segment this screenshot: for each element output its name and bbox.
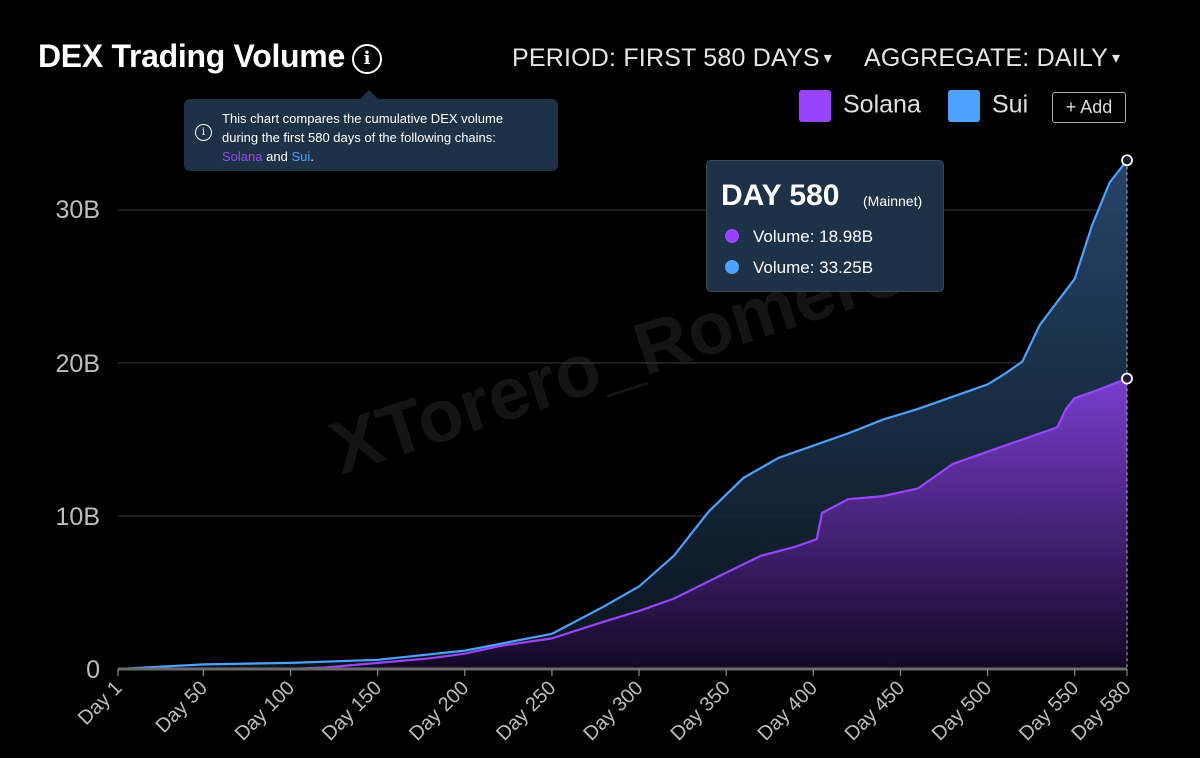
- info-icon[interactable]: i: [352, 44, 382, 74]
- line-solana: [118, 377, 1128, 671]
- legend-swatch-sui: [948, 90, 980, 122]
- x-tick-label: Day 250: [492, 677, 560, 745]
- x-tick-label: Day 350: [666, 677, 734, 745]
- line-sui: [117, 159, 1128, 671]
- tooltip-sui: Sui: [291, 149, 311, 164]
- info-tooltip: i This chart compares the cumulative DEX…: [184, 90, 558, 171]
- x-tick-label: Day 200: [405, 677, 473, 745]
- x-tick-label: Day 1: [74, 677, 127, 730]
- tooltip-line-3: Solana and Sui.: [222, 147, 548, 166]
- tooltip-value-sui: Volume: 33.25B: [753, 258, 874, 277]
- y-tick-label: 30B: [55, 196, 100, 224]
- hover-tooltip: DAY 580 (Mainnet) Volume: 18.98B Volume:…: [706, 160, 944, 292]
- hover-point-solana: [1121, 372, 1133, 385]
- info-small-icon: i: [195, 124, 212, 141]
- chevron-down-icon: ▾: [1112, 50, 1121, 67]
- tooltip-network: (Mainnet): [863, 193, 923, 209]
- tooltip-line-1: This chart compares the cumulative DEX v…: [222, 111, 504, 126]
- tooltip-row-solana: Volume: 18.98B: [725, 227, 873, 247]
- tooltip-and: and: [266, 149, 288, 164]
- aggregate-dropdown[interactable]: AGGREGATE: DAILY ▾: [864, 44, 1120, 73]
- y-tick-label: 10B: [55, 503, 100, 531]
- x-tick-label: Day 300: [579, 677, 647, 745]
- tooltip-day: DAY 580: [721, 179, 840, 212]
- add-series-button[interactable]: + Add: [1052, 92, 1126, 123]
- legend-item-sui[interactable]: Sui: [948, 90, 1028, 122]
- x-tick-label: Day 150: [318, 677, 386, 745]
- page-title: DEX Trading Volume: [38, 38, 345, 74]
- legend-label-solana: Solana: [843, 90, 921, 119]
- hover-point-sui: [1121, 154, 1133, 167]
- aggregate-label: AGGREGATE: DAILY: [864, 44, 1108, 72]
- x-tick-label: Day 450: [841, 677, 909, 745]
- legend-label-sui: Sui: [992, 90, 1029, 119]
- y-tick-label: 20B: [55, 350, 100, 378]
- x-tick-label: Day 500: [928, 677, 996, 745]
- y-tick-label: 0: [86, 656, 100, 684]
- tooltip-value-solana: Volume: 18.98B: [753, 227, 874, 246]
- area-solana: [118, 378, 1127, 669]
- x-tick-label: Day 100: [231, 677, 299, 745]
- legend-swatch-solana: [799, 90, 831, 122]
- period-dropdown[interactable]: PERIOD: FIRST 580 DAYS ▾: [512, 44, 832, 73]
- period-label: PERIOD: FIRST 580 DAYS: [512, 44, 820, 72]
- x-tick-label: Day 50: [152, 677, 212, 737]
- chevron-down-icon: ▾: [823, 50, 832, 67]
- tooltip-row-sui: Volume: 33.25B: [725, 258, 873, 278]
- tooltip-period: .: [310, 149, 314, 164]
- dot-sui: [725, 260, 739, 274]
- dot-solana: [725, 229, 739, 243]
- legend-item-solana[interactable]: Solana: [799, 90, 921, 122]
- tooltip-solana: Solana: [222, 149, 263, 164]
- x-tick-label: Day 400: [754, 677, 822, 745]
- tooltip-line-2: during the first 580 days of the followi…: [222, 130, 496, 145]
